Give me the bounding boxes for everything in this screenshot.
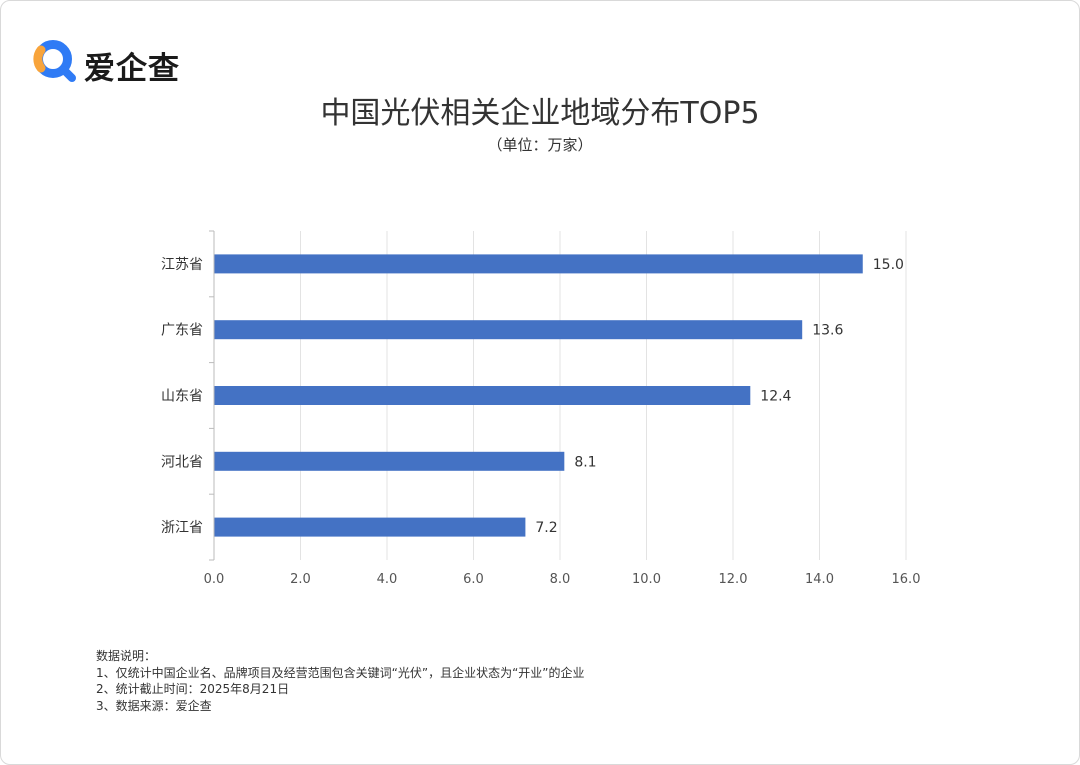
x-tick-label: 0.0 [204, 572, 225, 587]
chart-title: 中国光伏相关企业地域分布TOP5 [320, 96, 760, 131]
x-tick-label: 2.0 [290, 572, 311, 587]
x-tick-label: 4.0 [377, 572, 398, 587]
category-label: 山东省 [161, 389, 203, 405]
bar [214, 517, 526, 537]
notes-item: 3、数据来源：爱企查 [96, 698, 212, 713]
x-tick-label: 12.0 [719, 572, 748, 587]
bar [214, 451, 565, 471]
brand-logo: 爱企查 [32, 38, 192, 87]
bar [214, 386, 751, 405]
brand-name: 爱企查 [84, 51, 180, 87]
notes-item: 1、仅统计中国企业名、品牌项目及经营范围包含关键词“光伏”，且企业状态为“开业”… [96, 665, 585, 680]
category-label: 广东省 [161, 323, 203, 339]
x-tick-label: 10.0 [632, 572, 661, 587]
x-tick-label: 14.0 [805, 572, 834, 587]
chart-subtitle: （单位：万家） [487, 136, 593, 154]
x-tick-label: 16.0 [892, 572, 921, 587]
category-label: 河北省 [161, 454, 203, 470]
data-label: 12.4 [760, 389, 791, 405]
data-label: 7.2 [535, 520, 557, 536]
x-tick-label: 6.0 [463, 572, 484, 587]
data-notes: 数据说明： 1、仅统计中国企业名、品牌项目及经营范围包含关键词“光伏”，且企业状… [96, 648, 585, 714]
search-magnifier-logo-icon [33, 40, 76, 82]
category-label: 江苏省 [161, 257, 203, 273]
x-tick-label: 8.0 [550, 572, 571, 587]
notes-heading: 数据说明： [96, 649, 157, 663]
data-label: 15.0 [873, 257, 904, 273]
category-label: 浙江省 [161, 520, 203, 536]
data-label: 8.1 [574, 454, 596, 470]
data-label: 13.6 [812, 323, 843, 339]
notes-item: 2、统计截止时间：2025年8月21日 [96, 682, 290, 696]
bar [214, 320, 803, 340]
bar [214, 254, 863, 274]
